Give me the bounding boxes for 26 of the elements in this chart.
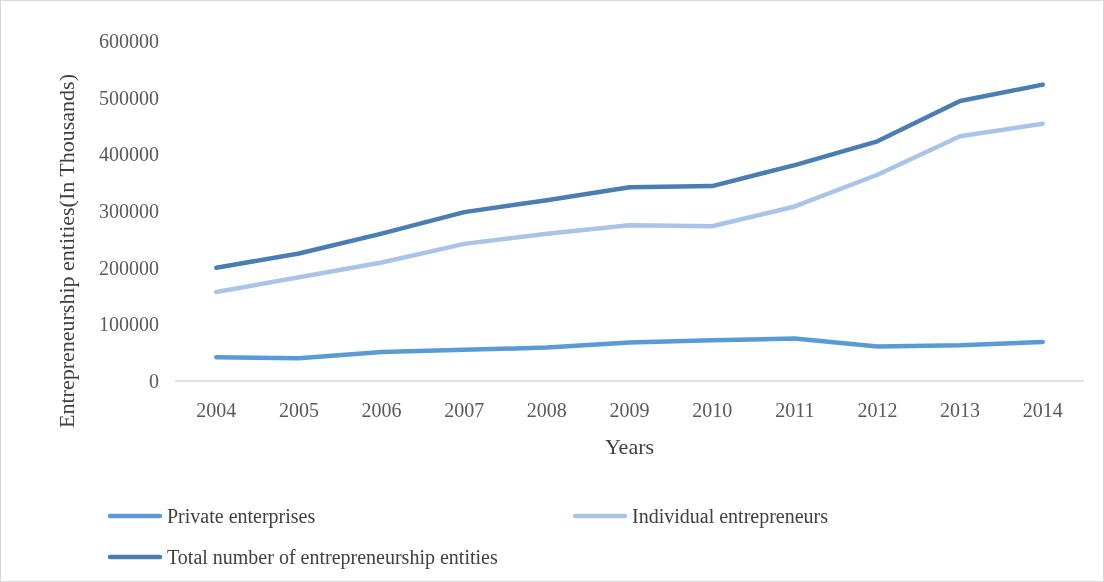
x-tick-label: 2011 xyxy=(775,399,815,421)
y-tick-label: 400000 xyxy=(99,143,159,166)
y-axis-title: Entrepreneurship entities(In Thousands) xyxy=(54,74,79,428)
x-tick-label: 2014 xyxy=(1022,399,1063,421)
y-tick-label: 200000 xyxy=(99,256,159,279)
x-tick-label: 2012 xyxy=(857,399,898,421)
line-series xyxy=(214,336,1045,361)
y-tick-label: 300000 xyxy=(99,200,159,222)
x-axis-title: Years xyxy=(604,434,655,459)
y-tick-label: 100000 xyxy=(99,313,159,336)
x-tick-label: 2007 xyxy=(444,399,485,421)
x-tick-label: 2009 xyxy=(609,399,650,421)
y-tick-label: 500000 xyxy=(99,86,159,109)
y-tick-label: 600000 xyxy=(99,30,159,52)
legend-label: Total number of entrepreneurship entities xyxy=(167,546,498,569)
x-tick-label: 2013 xyxy=(940,399,981,421)
legend-label: Individual entrepreneurs xyxy=(632,505,829,528)
x-tick-label: 2010 xyxy=(692,399,733,421)
x-tick-label: 2005 xyxy=(278,399,319,421)
legend-label: Private enterprises xyxy=(167,505,316,528)
y-tick-label: 0 xyxy=(149,370,159,392)
x-tick-label: 2008 xyxy=(526,399,567,421)
line-series xyxy=(214,121,1045,295)
x-tick-label: 2004 xyxy=(196,399,237,421)
line-series xyxy=(214,82,1045,270)
x-tick-label: 2006 xyxy=(361,399,402,421)
